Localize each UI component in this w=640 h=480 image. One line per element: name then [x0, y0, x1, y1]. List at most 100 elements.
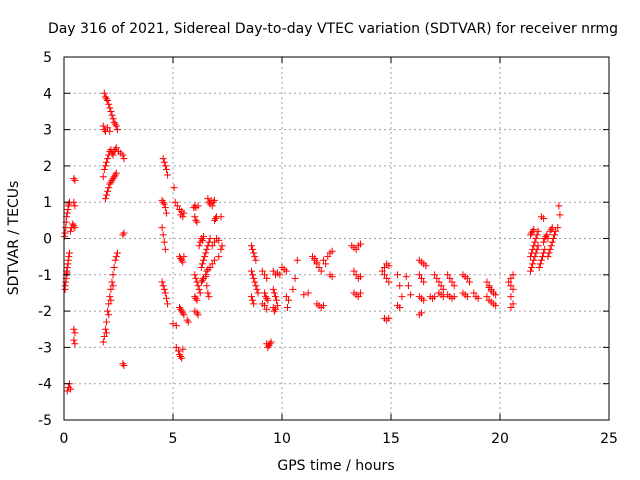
data-point	[71, 224, 79, 232]
data-point	[101, 195, 109, 203]
data-point	[300, 291, 308, 299]
data-point	[70, 336, 78, 344]
data-point	[195, 285, 203, 293]
data-point	[271, 293, 279, 301]
data-point	[103, 191, 111, 199]
data-point	[555, 202, 563, 210]
data-point	[109, 151, 117, 159]
data-point	[192, 274, 200, 282]
data-point	[158, 278, 166, 286]
data-point	[112, 169, 120, 177]
data-point	[383, 274, 391, 282]
data-point	[206, 264, 214, 272]
data-point	[398, 293, 406, 301]
data-point	[103, 318, 111, 326]
data-point	[208, 260, 216, 268]
data-point	[119, 231, 127, 239]
data-point	[418, 274, 426, 282]
data-point	[247, 242, 255, 250]
data-point	[106, 293, 114, 301]
data-point	[450, 293, 458, 301]
data-point	[159, 282, 167, 290]
data-point	[193, 296, 201, 304]
data-points	[60, 89, 564, 395]
data-point	[111, 146, 119, 154]
data-point	[109, 115, 117, 123]
data-point	[177, 305, 185, 313]
data-point	[176, 351, 184, 359]
data-point	[529, 227, 537, 235]
data-point	[282, 267, 290, 275]
data-point	[543, 231, 551, 239]
data-point	[439, 293, 447, 301]
data-point	[103, 95, 111, 103]
data-point	[191, 213, 199, 221]
data-point	[67, 385, 75, 393]
data-point	[396, 282, 404, 290]
data-point	[107, 296, 115, 304]
data-point	[250, 274, 258, 282]
data-point	[354, 293, 362, 301]
data-point	[191, 293, 199, 301]
data-point	[507, 274, 515, 282]
data-point	[261, 271, 269, 279]
data-point	[483, 278, 491, 286]
data-point	[356, 240, 364, 248]
data-point	[195, 242, 203, 250]
data-point	[192, 294, 200, 302]
data-point	[540, 215, 548, 223]
data-point	[420, 278, 428, 286]
data-point	[208, 202, 216, 210]
data-point	[119, 151, 127, 159]
x-tick-label: 20	[491, 431, 509, 447]
data-point	[162, 209, 170, 217]
data-point	[70, 222, 78, 230]
data-point	[463, 293, 471, 301]
data-point	[556, 211, 564, 219]
data-point	[178, 307, 186, 315]
data-point	[202, 249, 210, 257]
data-point	[99, 173, 107, 181]
data-point	[101, 162, 109, 170]
data-point	[210, 256, 218, 264]
data-point	[107, 178, 115, 186]
y-tick-label: -5	[38, 413, 52, 429]
data-point	[527, 231, 535, 239]
data-point	[100, 333, 108, 341]
data-point	[100, 89, 108, 97]
y-tick-label: 2	[43, 159, 52, 175]
data-point	[164, 300, 172, 308]
data-point	[254, 289, 262, 297]
data-point	[170, 184, 178, 192]
data-point	[492, 302, 500, 310]
data-point	[71, 340, 79, 348]
y-tick-label: 1	[43, 195, 52, 211]
data-point	[293, 256, 301, 264]
data-point	[435, 278, 443, 286]
data-point	[487, 287, 495, 295]
data-point	[101, 93, 109, 101]
data-point	[380, 271, 388, 279]
data-point	[263, 305, 271, 313]
data-point	[158, 224, 166, 232]
data-point	[104, 187, 112, 195]
data-point	[249, 245, 257, 253]
data-point	[492, 291, 500, 299]
data-point	[527, 253, 535, 261]
data-point	[547, 225, 555, 233]
data-point	[177, 211, 185, 219]
data-point	[252, 256, 260, 264]
data-point	[203, 245, 211, 253]
data-point	[107, 107, 115, 115]
data-point	[111, 120, 119, 128]
data-point	[164, 171, 172, 179]
x-tick-label: 15	[382, 431, 400, 447]
data-point	[252, 282, 260, 290]
data-point	[350, 267, 358, 275]
data-point	[544, 253, 552, 261]
data-point	[548, 238, 556, 246]
x-tick-label: 10	[273, 431, 291, 447]
data-point	[198, 236, 206, 244]
data-point	[215, 253, 223, 261]
x-tick-label: 0	[60, 431, 69, 447]
